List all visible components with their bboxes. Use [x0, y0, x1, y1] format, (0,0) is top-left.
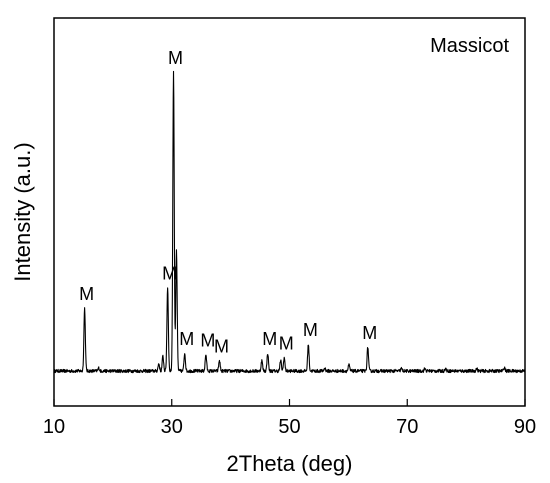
x-axis-label: 2Theta (deg) [227, 451, 353, 476]
peak-label-9: M [214, 337, 229, 357]
x-tick-label-70: 70 [396, 416, 418, 438]
peak-label-4: M [162, 263, 177, 283]
y-axis-label: Intensity (a.u.) [10, 142, 35, 281]
peak-label-13: M [279, 334, 294, 354]
legend-label: Massicot [430, 35, 509, 57]
x-tick-label-10: 10 [43, 416, 65, 438]
peak-label-5: M [168, 48, 183, 68]
x-tick-label-50: 50 [278, 416, 300, 438]
peak-label-14: M [303, 320, 318, 340]
x-axis-tick-labels: 10 30 50 70 90 [43, 416, 536, 438]
x-tick-label-90: 90 [514, 416, 536, 438]
peak-label-0: M [79, 284, 94, 304]
x-axis-ticks [53, 399, 526, 406]
xrd-pattern-line [53, 70, 526, 374]
peak-label-17: M [362, 323, 377, 343]
peak-label-7: M [179, 329, 194, 349]
peak-label-8: M [200, 331, 215, 351]
x-tick-label-30: 30 [161, 416, 183, 438]
peak-label-11: M [262, 329, 277, 349]
